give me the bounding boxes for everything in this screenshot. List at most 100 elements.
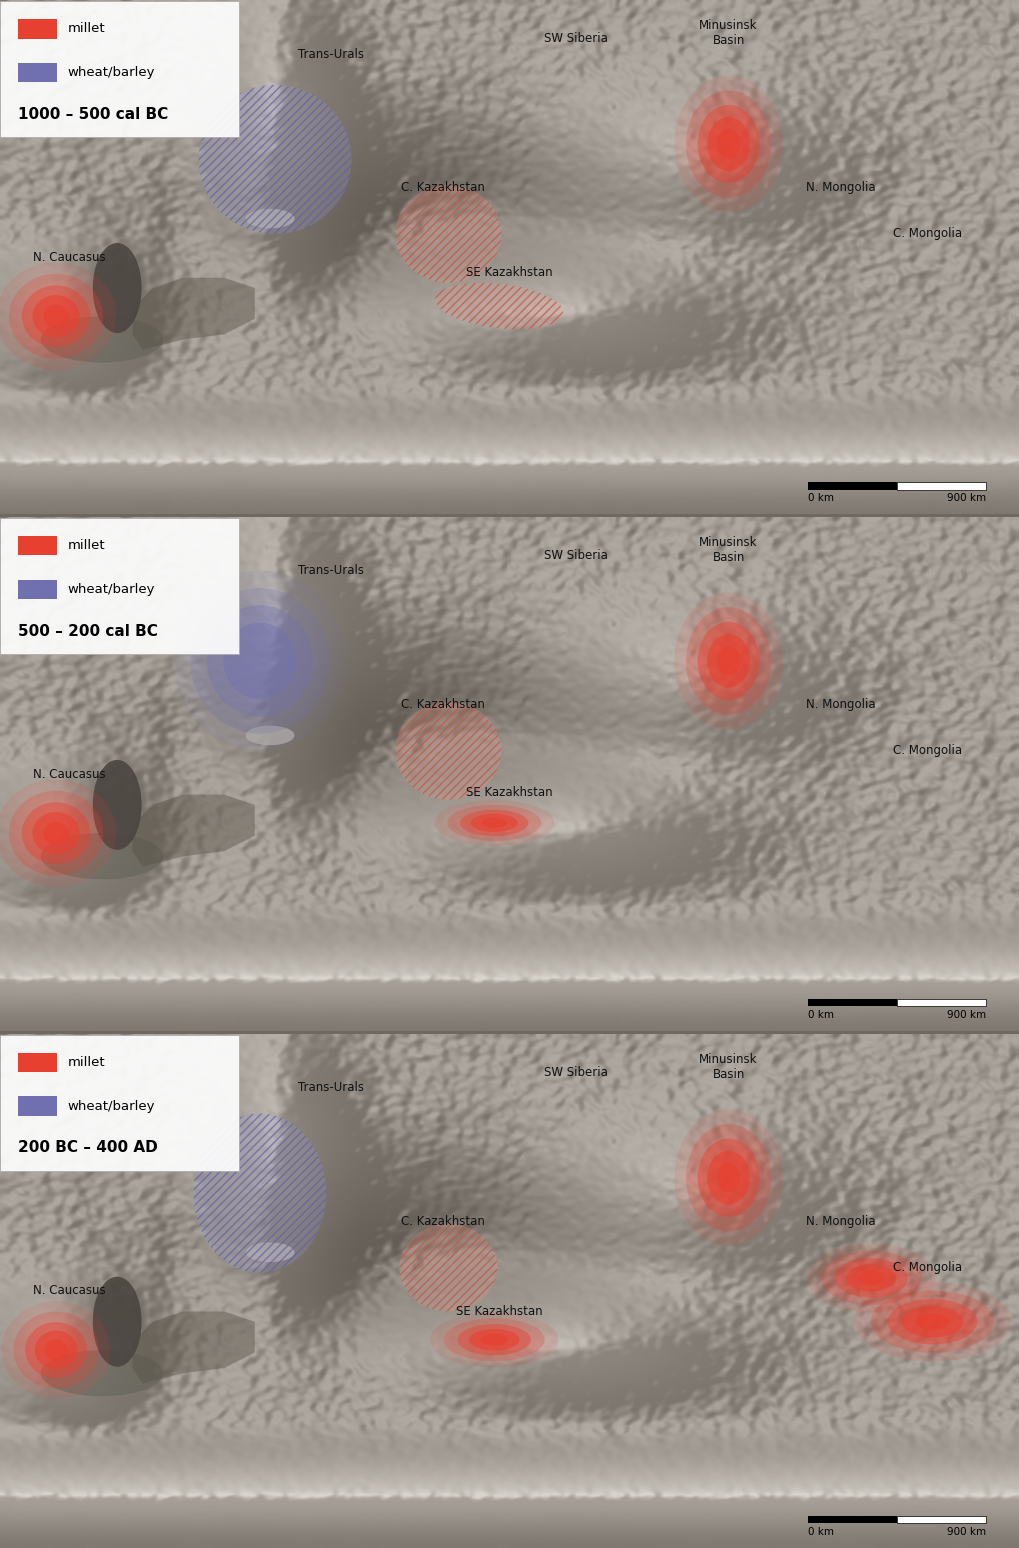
Text: 900 km: 900 km: [948, 494, 986, 503]
Ellipse shape: [686, 1124, 771, 1232]
Ellipse shape: [471, 814, 518, 831]
Ellipse shape: [223, 622, 297, 700]
FancyBboxPatch shape: [0, 519, 239, 655]
Ellipse shape: [888, 1299, 977, 1344]
Ellipse shape: [194, 1113, 326, 1272]
Text: C. Kazakhstan: C. Kazakhstan: [401, 698, 485, 711]
Ellipse shape: [246, 209, 294, 229]
Ellipse shape: [807, 1243, 935, 1313]
Bar: [18, 1096, 57, 1116]
Ellipse shape: [846, 1265, 897, 1291]
Ellipse shape: [434, 800, 554, 845]
Text: 900 km: 900 km: [948, 1526, 986, 1537]
Text: SE Kazakhstan: SE Kazakhstan: [455, 1305, 543, 1317]
Text: millet: millet: [67, 22, 105, 36]
Ellipse shape: [207, 605, 313, 717]
Text: Trans-Urals: Trans-Urals: [299, 48, 364, 60]
Ellipse shape: [854, 1282, 1011, 1361]
Text: Trans-Urals: Trans-Urals: [299, 565, 364, 577]
Ellipse shape: [33, 296, 79, 337]
Ellipse shape: [707, 118, 750, 170]
Ellipse shape: [173, 571, 346, 751]
Ellipse shape: [41, 316, 163, 362]
Text: N. Caucasus: N. Caucasus: [33, 768, 106, 780]
Ellipse shape: [191, 588, 329, 734]
Ellipse shape: [675, 1110, 783, 1246]
Ellipse shape: [93, 1277, 142, 1367]
Ellipse shape: [41, 1350, 163, 1396]
Text: C. Mongolia: C. Mongolia: [893, 1262, 962, 1274]
Ellipse shape: [399, 1224, 497, 1311]
Text: SW Siberia: SW Siberia: [544, 550, 607, 562]
Text: Minusinsk
Basin: Minusinsk Basin: [699, 1053, 758, 1081]
Ellipse shape: [458, 1324, 531, 1356]
Ellipse shape: [430, 1313, 558, 1367]
Bar: [18, 19, 57, 39]
Text: C. Kazakhstan: C. Kazakhstan: [401, 1215, 485, 1228]
Ellipse shape: [915, 1313, 949, 1330]
Ellipse shape: [395, 186, 501, 283]
Ellipse shape: [698, 105, 759, 183]
Ellipse shape: [13, 1311, 99, 1389]
Ellipse shape: [835, 1259, 908, 1297]
FancyBboxPatch shape: [0, 2, 239, 138]
Text: C. Kazakhstan: C. Kazakhstan: [401, 181, 485, 194]
Text: 0 km: 0 km: [808, 494, 835, 503]
Ellipse shape: [45, 1339, 67, 1361]
Text: N. Mongolia: N. Mongolia: [806, 698, 875, 711]
Text: SE Kazakhstan: SE Kazakhstan: [466, 785, 553, 799]
FancyBboxPatch shape: [0, 1034, 239, 1170]
Text: N. Mongolia: N. Mongolia: [806, 181, 875, 194]
Text: SW Siberia: SW Siberia: [544, 1065, 607, 1079]
Ellipse shape: [0, 779, 116, 887]
Polygon shape: [132, 794, 255, 867]
Ellipse shape: [717, 130, 740, 158]
Ellipse shape: [21, 802, 91, 864]
Text: 500 – 200 cal BC: 500 – 200 cal BC: [18, 624, 158, 638]
Ellipse shape: [481, 817, 507, 828]
Ellipse shape: [246, 1243, 294, 1262]
Ellipse shape: [9, 274, 103, 359]
Ellipse shape: [443, 1319, 544, 1361]
Text: Minusinsk
Basin: Minusinsk Basin: [699, 536, 758, 565]
Ellipse shape: [675, 76, 783, 212]
Bar: [18, 63, 57, 82]
Ellipse shape: [675, 593, 783, 729]
Bar: [18, 1053, 57, 1073]
Ellipse shape: [246, 726, 294, 745]
Bar: [808, 1515, 897, 1523]
Ellipse shape: [870, 1291, 994, 1353]
Text: 0 km: 0 km: [808, 1526, 835, 1537]
Text: N. Mongolia: N. Mongolia: [806, 1215, 875, 1228]
Ellipse shape: [25, 1322, 87, 1378]
Ellipse shape: [33, 813, 79, 854]
Ellipse shape: [93, 243, 142, 333]
Text: wheat/barley: wheat/barley: [67, 67, 155, 79]
Text: 900 km: 900 km: [948, 1009, 986, 1020]
Polygon shape: [132, 277, 255, 350]
Text: millet: millet: [67, 539, 105, 553]
Ellipse shape: [447, 805, 541, 841]
Ellipse shape: [199, 85, 352, 234]
Ellipse shape: [480, 1334, 507, 1345]
Bar: [897, 1000, 986, 1006]
Text: wheat/barley: wheat/barley: [67, 1099, 155, 1113]
Text: N. Caucasus: N. Caucasus: [33, 1285, 106, 1297]
Polygon shape: [132, 1311, 255, 1384]
Ellipse shape: [469, 1330, 520, 1350]
Ellipse shape: [686, 607, 771, 715]
Ellipse shape: [717, 646, 740, 675]
Ellipse shape: [698, 1139, 759, 1217]
Ellipse shape: [41, 833, 163, 879]
Ellipse shape: [395, 701, 501, 800]
Text: SE Kazakhstan: SE Kazakhstan: [466, 266, 553, 279]
Text: millet: millet: [67, 1056, 105, 1070]
Ellipse shape: [93, 760, 142, 850]
Ellipse shape: [460, 810, 529, 836]
Ellipse shape: [698, 622, 759, 700]
Ellipse shape: [686, 90, 771, 198]
Ellipse shape: [2, 1300, 110, 1399]
Text: SW Siberia: SW Siberia: [544, 33, 607, 45]
Ellipse shape: [43, 305, 69, 328]
Text: wheat/barley: wheat/barley: [67, 584, 155, 596]
